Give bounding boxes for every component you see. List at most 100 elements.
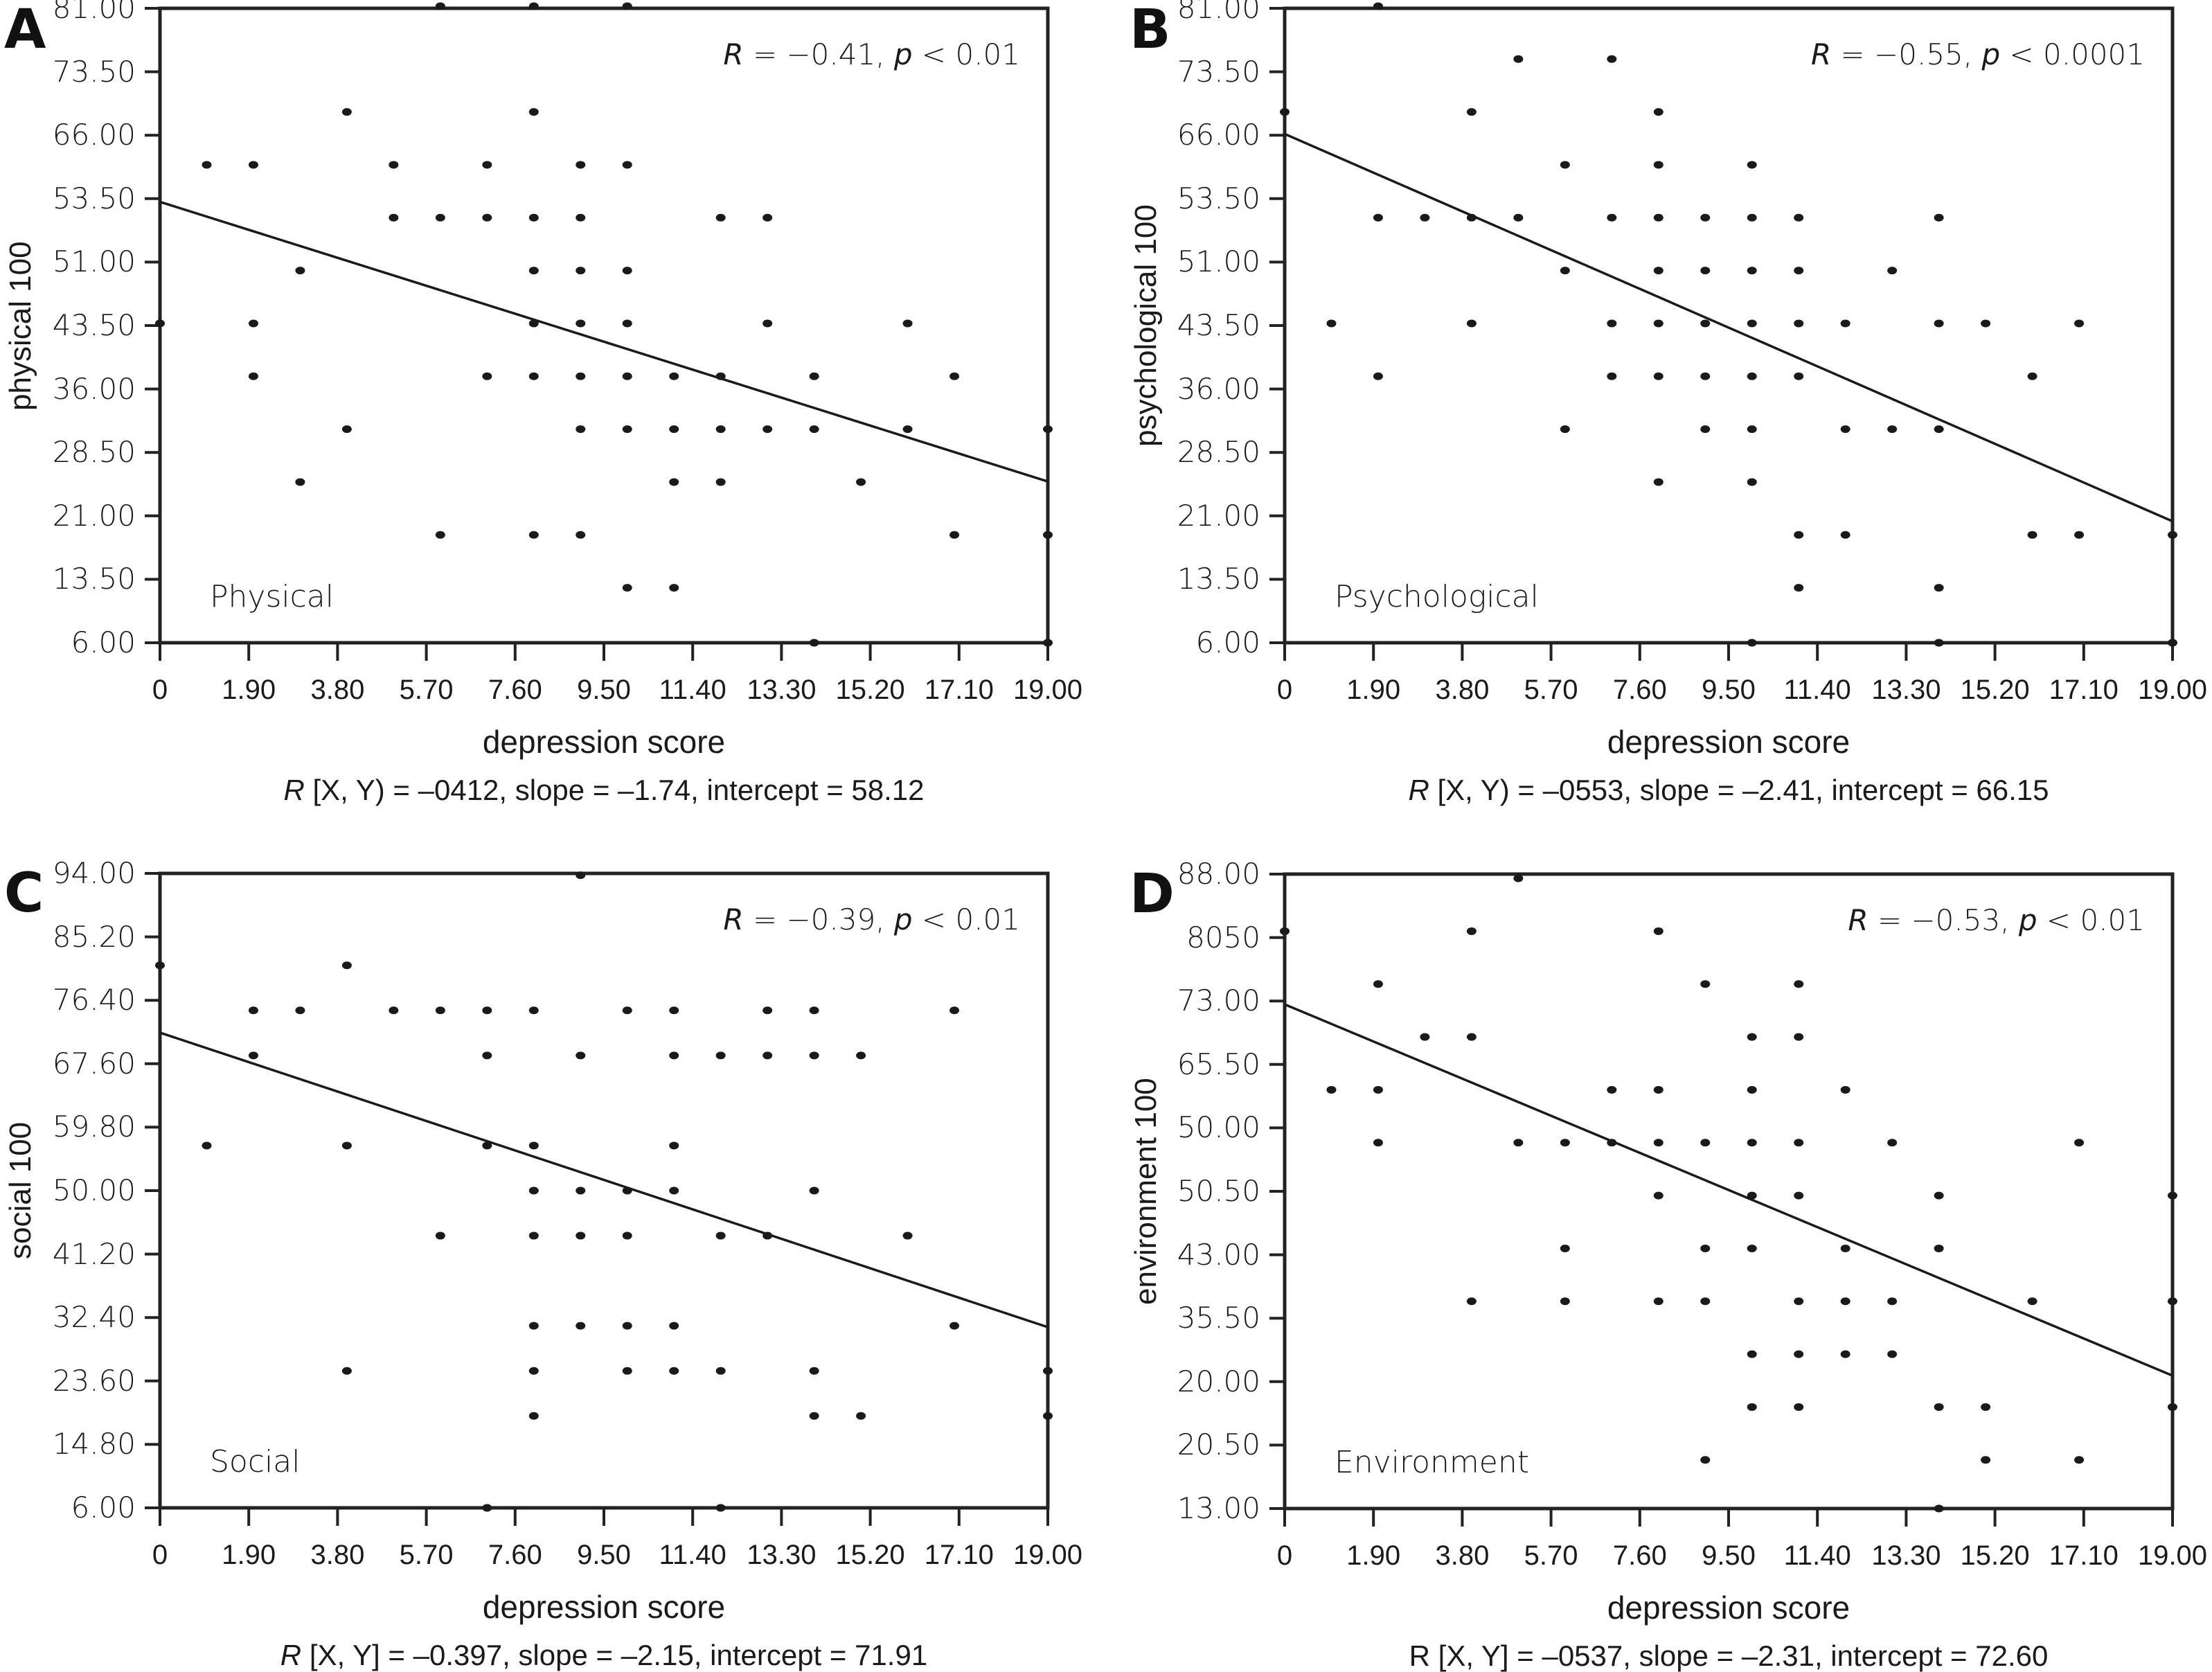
data-point xyxy=(1373,1085,1383,1094)
y-tick-label: 53.50 xyxy=(1177,181,1260,215)
data-point xyxy=(576,531,586,539)
data-point xyxy=(1043,531,1053,539)
data-point xyxy=(949,531,960,539)
x-tick-label: 0 xyxy=(152,1540,168,1570)
data-point xyxy=(809,1412,819,1420)
r-value: = −0.39, xyxy=(743,902,894,936)
y-tick-label: 21.00 xyxy=(52,498,136,533)
data-point xyxy=(1373,2,1383,10)
data-point xyxy=(669,1367,679,1375)
data-point xyxy=(528,1231,539,1240)
data-point xyxy=(1747,372,1757,380)
data-point xyxy=(715,372,726,380)
data-point xyxy=(2168,1403,2177,1411)
data-point xyxy=(1794,372,1804,380)
data-point xyxy=(669,425,679,434)
x-tick-label: 1.90 xyxy=(1346,1540,1401,1571)
data-point xyxy=(1794,1033,1804,1041)
y-tick-label: 51.00 xyxy=(52,244,136,279)
data-point xyxy=(1934,425,1944,434)
x-tick-label: 13.30 xyxy=(747,1540,817,1570)
data-point xyxy=(295,478,305,486)
data-point xyxy=(1420,1033,1430,1041)
data-point xyxy=(949,1322,960,1330)
y-tick-label: 59.80 xyxy=(52,1110,136,1144)
x-tick-label: 1.90 xyxy=(222,675,276,705)
y-axis-title: psychological 100 xyxy=(1129,204,1163,447)
data-point xyxy=(576,425,586,434)
data-point xyxy=(762,1051,773,1060)
data-point xyxy=(1373,213,1383,222)
panel-letter: D xyxy=(1130,863,1175,925)
x-axis-title: depression score xyxy=(482,1589,726,1625)
data-point xyxy=(1794,1139,1804,1147)
data-point xyxy=(1466,108,1477,116)
r-value: = −0.41, xyxy=(743,37,894,71)
caption-r-symbol: R xyxy=(283,774,305,806)
data-point xyxy=(715,1367,726,1375)
data-point xyxy=(1653,108,1664,116)
p-symbol: p xyxy=(893,37,913,71)
data-point xyxy=(1794,980,1804,988)
data-point xyxy=(1934,1191,1944,1200)
data-point xyxy=(1981,1403,1991,1411)
data-point xyxy=(528,1186,539,1195)
x-tick-label: 11.40 xyxy=(1783,1540,1851,1571)
y-tick-label: 20.00 xyxy=(1177,1364,1260,1398)
domain-label: Environment xyxy=(1335,1445,1529,1480)
data-point xyxy=(1043,639,1053,647)
data-point xyxy=(248,1051,258,1060)
data-point xyxy=(1466,927,1477,935)
data-point xyxy=(1747,1085,1757,1094)
data-point xyxy=(482,1051,492,1060)
panel-b: B 6.00 13.50 21.00 28.50 36.00 43.50 51.00 53.50… xyxy=(1106,0,2212,829)
y-tick-label: 88.00 xyxy=(1177,857,1260,891)
data-point xyxy=(1280,108,1290,116)
data-point xyxy=(809,1186,819,1195)
data-point xyxy=(576,871,586,880)
p-symbol: p xyxy=(893,902,913,936)
x-tick-label: 19.00 xyxy=(2137,1540,2208,1571)
regression-caption: R [X, Y) = –0553, slope = –2.41, interce… xyxy=(1408,776,2049,805)
data-point xyxy=(622,2,632,10)
y-tick-label: 50.50 xyxy=(1177,1174,1260,1208)
data-point xyxy=(482,1006,492,1015)
data-point xyxy=(1934,1504,1944,1513)
data-point xyxy=(1653,1297,1664,1306)
data-point xyxy=(2074,319,2085,328)
data-point xyxy=(856,1412,866,1420)
data-point xyxy=(202,1141,212,1150)
data-point xyxy=(1840,1350,1850,1358)
p-value: < 0.01 xyxy=(2037,903,2145,937)
y-tick-label: 65.50 xyxy=(1177,1047,1260,1081)
data-point xyxy=(389,161,399,169)
x-tick-label: 11.40 xyxy=(659,1540,726,1570)
data-point xyxy=(482,1504,492,1512)
data-point xyxy=(669,372,679,380)
data-point xyxy=(1700,213,1711,222)
data-point xyxy=(1747,425,1757,434)
y-tick-label: 8050 xyxy=(1186,920,1260,954)
data-point xyxy=(2027,1297,2037,1306)
x-tick-label: 5.70 xyxy=(399,675,454,705)
domain-label: Physical xyxy=(210,579,334,614)
data-point xyxy=(622,1322,632,1330)
y-tick-label: 21.00 xyxy=(1177,498,1260,533)
y-tick-label: 32.40 xyxy=(52,1300,136,1335)
data-point xyxy=(622,1231,632,1240)
data-point xyxy=(389,213,399,222)
data-point xyxy=(1700,1139,1711,1147)
data-point xyxy=(1747,1244,1757,1252)
data-point xyxy=(435,2,445,10)
p-value: < 0.01 xyxy=(912,37,1020,71)
domain-label: Social xyxy=(210,1444,301,1479)
r-symbol: R xyxy=(723,37,744,71)
y-tick-label: 73.50 xyxy=(1177,54,1260,89)
y-tick-label: 41.20 xyxy=(52,1236,136,1271)
data-point xyxy=(669,1051,679,1060)
data-point xyxy=(528,108,539,116)
data-point xyxy=(1420,213,1430,222)
panel-c: C 6.00 14.80 23.60 32.40 41.20 50.00 59.80 67.60… xyxy=(0,829,1106,1670)
data-point xyxy=(1794,1297,1804,1306)
data-point xyxy=(1043,425,1053,434)
